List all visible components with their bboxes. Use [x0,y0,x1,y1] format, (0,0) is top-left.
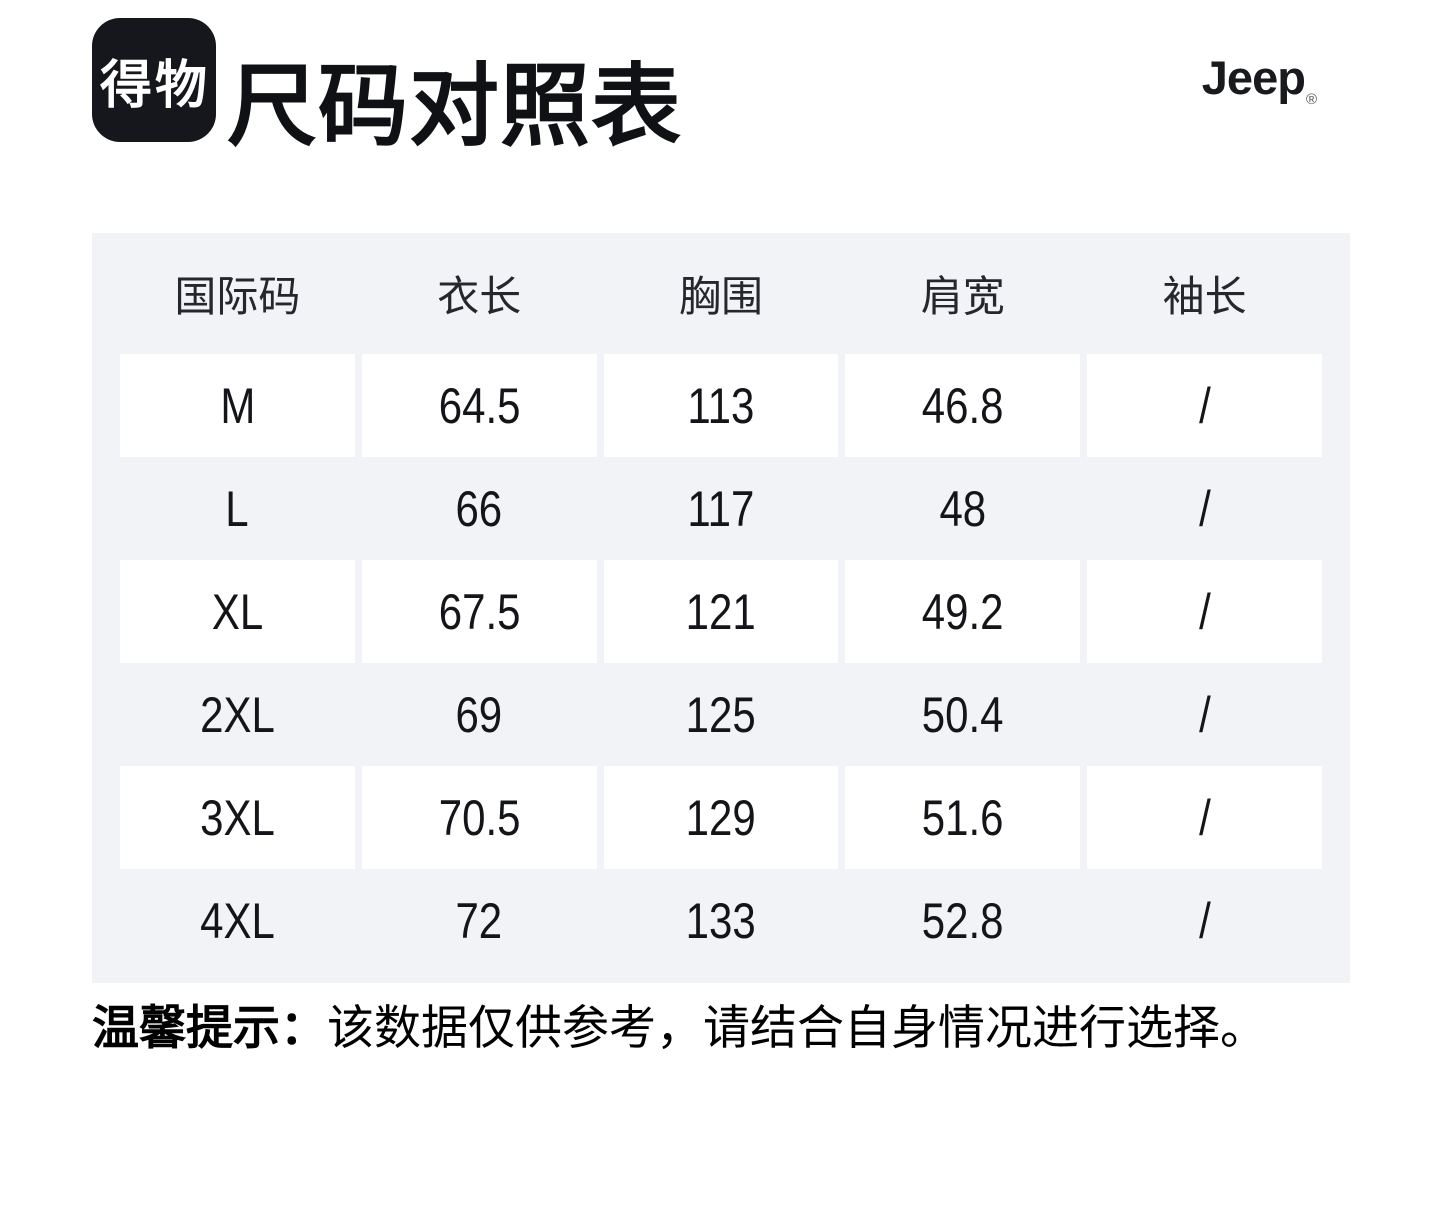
col-header-intl-size: 国际码 [174,273,301,320]
table-row-3xl: 3XL 70.5 129 51.6 / [120,766,1322,869]
table-header-row: 国际码 衣长 胸围 肩宽 袖长 [120,233,1322,354]
size-table: 国际码 衣长 胸围 肩宽 袖长 M 64.5 113 46.8 / L 66 1… [92,233,1350,983]
value-cell: 51.6 [845,766,1081,869]
value-cell: / [1198,480,1211,537]
value-cell: 48 [939,480,987,537]
value-cell: 72 [455,892,503,949]
value-cell: 64.5 [361,354,597,457]
registered-trademark-icon: ® [1305,91,1317,108]
page-title: 尺码对照表 [227,57,682,157]
disclaimer-prefix: 温馨提示： [92,1001,327,1054]
value-cell: 125 [685,686,757,743]
size-cell: 4XL [200,892,275,949]
value-cell: 49.2 [845,560,1081,663]
value-cell: / [1087,354,1322,457]
jeep-logo: Jeep® [1201,51,1317,108]
disclaimer-note: 温馨提示：该数据仅供参考，请结合自身情况进行选择。 [92,1000,1267,1056]
size-cell: 3XL [120,766,355,869]
table-row-l: L 66 117 48 / [120,457,1322,560]
value-cell: 133 [685,892,757,949]
value-cell: 66 [455,480,503,537]
value-cell: 117 [687,480,755,537]
value-cell: 69 [455,686,503,743]
size-cell: M [120,354,355,457]
value-cell: / [1198,892,1211,949]
jeep-logo-text: Jeep [1201,51,1306,104]
table-row-xl: XL 67.5 121 49.2 / [120,560,1322,663]
table-row-4xl: 4XL 72 133 52.8 / [120,869,1322,972]
value-cell: 70.5 [361,766,597,869]
value-cell: 129 [603,766,839,869]
size-cell: XL [120,560,355,663]
size-cell: L [225,480,250,537]
value-cell: 46.8 [845,354,1081,457]
col-header-chest: 胸围 [678,273,763,320]
col-header-shoulder: 肩宽 [920,273,1005,320]
value-cell: 50.4 [921,686,1004,743]
value-cell: / [1087,766,1322,869]
value-cell: 113 [603,354,839,457]
value-cell: / [1087,560,1322,663]
table-row-m: M 64.5 113 46.8 / [120,354,1322,457]
value-cell: 67.5 [361,560,597,663]
value-cell: 52.8 [921,892,1004,949]
value-cell: 121 [603,560,839,663]
table-row-2xl: 2XL 69 125 50.4 / [120,663,1322,766]
value-cell: / [1198,686,1211,743]
col-header-sleeve: 袖长 [1162,273,1247,320]
disclaimer-text: 该数据仅供参考，请结合自身情况进行选择。 [327,1001,1267,1054]
dewu-logo: 得物 [92,18,216,142]
size-cell: 2XL [200,686,275,743]
dewu-logo-text: 得物 [99,56,210,115]
col-header-garment-length: 衣长 [437,273,522,320]
